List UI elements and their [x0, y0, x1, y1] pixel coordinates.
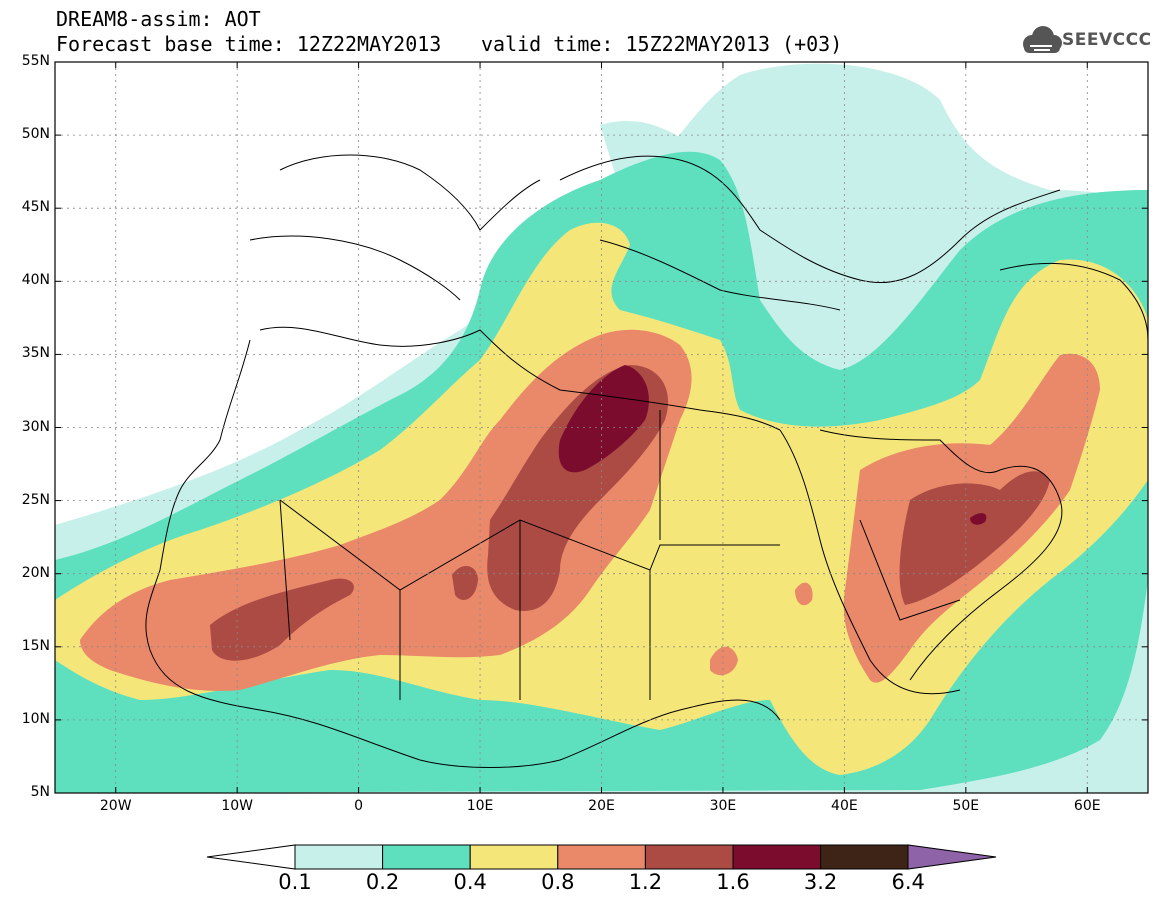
map-title: DREAM8-assim: AOT — [56, 7, 261, 31]
lat-label: 40N — [21, 272, 50, 289]
valid-time: valid time: 15Z22MAY2013 (+03) — [481, 32, 843, 56]
lat-label: 25N — [21, 491, 50, 508]
coastlines — [145, 154, 1148, 768]
lat-label: 45N — [21, 199, 50, 216]
lon-label: 30E — [709, 798, 737, 814]
colorbar-below-arrow — [206, 844, 296, 870]
lat-label: 35N — [21, 345, 50, 362]
colorbar-label: 3.2 — [803, 870, 838, 894]
colorbar-label: 1.6 — [716, 870, 750, 894]
lon-label: 10E — [466, 798, 494, 814]
lat-label: 5N — [30, 784, 50, 800]
lon-label: 60E — [1073, 798, 1101, 814]
lon-label: 50E — [952, 798, 980, 814]
lon-label: 0 — [354, 798, 364, 814]
colorbar-above-arrow — [907, 844, 997, 870]
lon-label: 10W — [221, 798, 253, 814]
colorbar-box — [294, 844, 384, 870]
lat-label: 20N — [21, 564, 50, 581]
axis-ticks — [55, 61, 1148, 794]
lon-label: 40E — [831, 798, 858, 814]
lat-label: 55N — [21, 53, 50, 69]
colorbar-box — [469, 844, 559, 870]
lat-label: 30N — [21, 418, 50, 435]
colorbar-label: 0.2 — [365, 870, 400, 894]
colorbar-label: 0.4 — [453, 870, 487, 894]
colorbar-box — [382, 844, 471, 870]
colorbar-label: 6.4 — [891, 870, 925, 894]
colorbar-label: 0.8 — [541, 870, 575, 894]
colorbar-box — [557, 844, 646, 870]
lat-label: 15N — [21, 637, 50, 654]
graticule — [55, 62, 1148, 793]
colorbar-box — [732, 844, 822, 870]
colorbar-label: 1.2 — [628, 870, 663, 894]
lat-label: 10N — [21, 710, 50, 727]
colorbar-box — [644, 844, 734, 870]
lon-label: 20W — [99, 798, 132, 814]
lon-label: 20E — [588, 798, 615, 814]
colorbar-label: 0.1 — [278, 870, 312, 894]
contour-1.6-3.2 — [558, 365, 987, 525]
logo-text: SEEVCCC — [1062, 30, 1152, 50]
cloud-icon — [1023, 26, 1062, 53]
forecast-base-time: Forecast base time: 12Z22MAY2013 — [56, 32, 442, 56]
lat-label: 50N — [21, 126, 50, 143]
colorbar-boxes — [294, 844, 909, 870]
colorbar-box — [820, 844, 909, 870]
